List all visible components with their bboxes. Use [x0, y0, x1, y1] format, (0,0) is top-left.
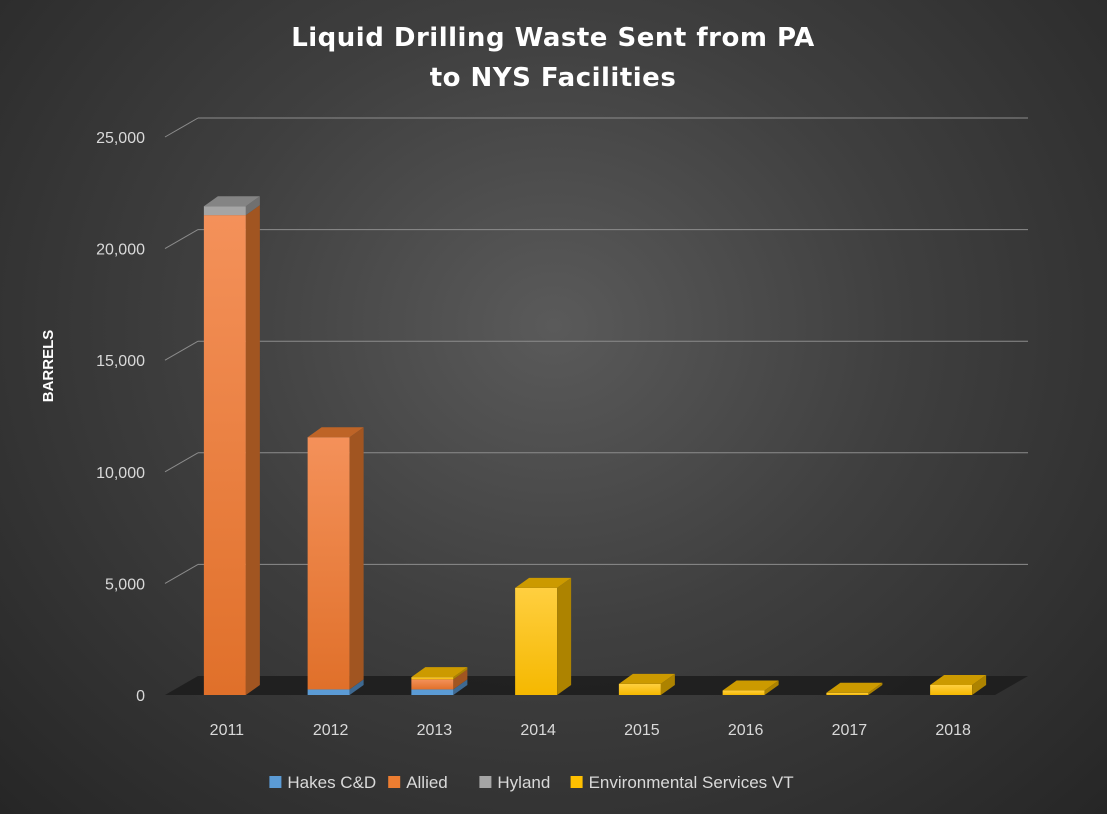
bar-allied-2011: [203, 215, 246, 695]
x-axis-ticks: 2011 2012 2013 2014 2015 2016 2017 2018: [210, 722, 971, 739]
gridlines: [164, 117, 1028, 584]
bar-side-environmental-services-vt-2016: [764, 680, 779, 695]
bar-hakes-c-d-2013: [411, 689, 454, 695]
bar-environmental-services-vt-2018: [930, 684, 973, 695]
bar-hyland-2011: [203, 206, 246, 216]
y-tick-label: 5,000: [105, 576, 145, 593]
y-tick-label: 0: [136, 688, 145, 705]
bar-environmental-services-vt-2015: [618, 683, 661, 695]
x-tick-label: 2016: [728, 722, 764, 739]
bar-stack-2016: [722, 680, 779, 695]
x-tick-label: 2012: [313, 722, 349, 739]
y-tick-label: 10,000: [96, 465, 145, 482]
gridline-diag: [164, 340, 199, 361]
bar-top-2016: [722, 680, 779, 691]
chart-subtitle: to NYS Facilities: [430, 63, 677, 93]
x-tick-label: 2011: [210, 722, 245, 739]
bars: [203, 196, 987, 695]
y-tick-label: 25,000: [96, 130, 145, 147]
bar-stack-2014: [515, 577, 572, 695]
bar-environmental-services-vt-2013: [411, 677, 454, 680]
x-tick-label: 2014: [520, 722, 556, 739]
bar-side-allied-2011: [245, 205, 260, 695]
bar-side-hakes-c-d-2013: [453, 679, 468, 695]
y-axis-label: BARRELS: [40, 330, 57, 403]
legend-item: Allied: [388, 773, 448, 792]
bar-side-environmental-services-vt-2014: [557, 577, 572, 695]
bar-side-hakes-c-d-2012: [349, 679, 364, 695]
gridline-diag: [164, 117, 199, 138]
bar-environmental-services-vt-2017: [826, 692, 869, 695]
chart-floor: [165, 676, 1028, 695]
gridline-diag: [164, 229, 199, 250]
y-tick-label: 15,000: [96, 353, 145, 370]
bar-side-allied-2012: [349, 427, 364, 690]
bar-side-environmental-services-vt-2017: [868, 682, 883, 695]
bar-allied-2012: [307, 437, 350, 690]
bar-environmental-services-vt-2016: [722, 690, 765, 695]
bar-top-2013: [411, 667, 468, 678]
bar-top-2011: [203, 196, 260, 207]
bar-top-2015: [618, 673, 675, 684]
legend-swatch: [479, 776, 492, 788]
bar-side-environmental-services-vt-2015: [660, 673, 675, 695]
x-tick-label: 2013: [417, 722, 453, 739]
bar-top-2012: [307, 427, 364, 438]
legend-label: Hyland: [497, 773, 550, 792]
legend: Hakes C&D Allied Hyland Environmental Servi…: [269, 773, 794, 792]
legend-label: Environmental Services VT: [589, 773, 794, 792]
bar-allied-2013: [411, 679, 454, 690]
legend-item: Hyland: [479, 773, 550, 792]
bar-stack-2012: [307, 427, 364, 695]
bar-side-environmental-services-vt-2013: [453, 667, 468, 680]
bar-top-2017: [826, 682, 883, 693]
x-tick-label: 2017: [832, 722, 868, 739]
bar-side-environmental-services-vt-2018: [972, 674, 987, 695]
legend-item: Environmental Services VT: [570, 773, 794, 792]
bar-stack-2015: [618, 673, 675, 695]
floor-plane: [165, 676, 1028, 695]
legend-swatch: [570, 776, 583, 788]
bar-side-allied-2013: [453, 669, 468, 690]
bar-top-2018: [930, 674, 987, 685]
chart-title: Liquid Drilling Waste Sent from PA: [291, 23, 815, 53]
gridline-diag: [164, 563, 199, 584]
bar-hakes-c-d-2012: [307, 689, 350, 695]
legend-label: Allied: [406, 773, 448, 792]
gridline-diag: [164, 452, 199, 473]
bar-environmental-services-vt-2014: [515, 587, 558, 695]
x-tick-label: 2015: [624, 722, 660, 739]
legend-item: Hakes C&D: [269, 773, 376, 792]
x-tick-label: 2018: [935, 722, 971, 739]
legend-swatch: [388, 776, 401, 788]
y-axis-ticks: 0 5,000 10,000 15,000 20,000 25,000: [96, 130, 145, 705]
bar-stack-2017: [826, 682, 883, 695]
legend-label: Hakes C&D: [287, 773, 376, 792]
bar-stack-2018: [930, 674, 987, 695]
legend-swatch: [269, 776, 282, 788]
bar-top-2014: [515, 577, 572, 588]
y-tick-label: 20,000: [96, 242, 145, 259]
bar-stack-2011: [203, 196, 260, 695]
bar-side-hyland-2011: [245, 196, 260, 216]
bar-stack-2013: [411, 667, 468, 695]
